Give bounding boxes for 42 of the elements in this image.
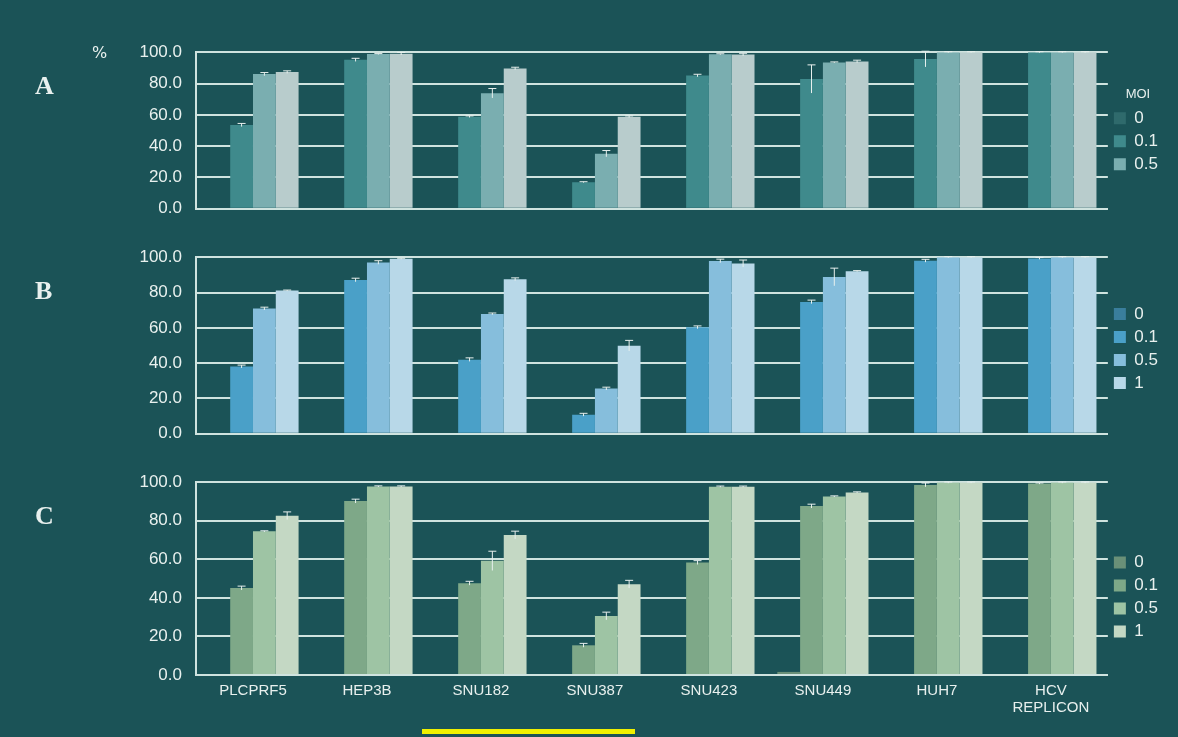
y-tick-label: 80.0 xyxy=(148,282,182,302)
x-tick-label: HEP3B xyxy=(342,681,392,699)
y-tick-label: 60.0 xyxy=(148,104,182,124)
y-tick-label: 40.0 xyxy=(148,352,182,372)
text: B xyxy=(35,275,53,305)
x-tick-label: SNU449 xyxy=(794,681,852,699)
y-tick-label: 100.0 xyxy=(139,41,182,61)
y-tick-label: 100.0 xyxy=(139,246,182,266)
y-tick-label: 100.0 xyxy=(139,471,182,491)
y-tick-label: 60.0 xyxy=(148,549,182,569)
legend-label: 0 xyxy=(1134,107,1144,127)
legend-label: 0.5 xyxy=(1134,153,1159,173)
y-tick-label: 0.0 xyxy=(158,664,182,684)
legend-label: 0.1 xyxy=(1134,575,1159,595)
y-tick-label: 60.0 xyxy=(148,317,182,337)
x-tick-label: SNU423 xyxy=(680,681,738,699)
y-tick-label: 80.0 xyxy=(148,73,182,93)
y-axis-title: % xyxy=(92,43,108,63)
x-tick-label: HUH7 xyxy=(916,681,958,699)
text: C xyxy=(35,500,54,530)
legend-label: 0.5 xyxy=(1134,349,1159,369)
x-tick-label: SNU182 xyxy=(452,681,510,699)
y-tick-label: 40.0 xyxy=(148,135,182,155)
legend-label: 0.1 xyxy=(1134,130,1159,150)
y-tick-label: 20.0 xyxy=(148,626,182,646)
y-tick-label: 0.0 xyxy=(158,198,182,218)
text: A xyxy=(35,70,54,100)
legend-label: 0.1 xyxy=(1134,326,1159,346)
legend-title: MOI xyxy=(1125,86,1151,102)
legend-label: 0 xyxy=(1134,552,1144,572)
y-tick-label: 40.0 xyxy=(148,587,182,607)
y-tick-label: 80.0 xyxy=(148,510,182,530)
x-tick-label: HCV REPLICON xyxy=(1012,681,1090,715)
legend-label: 0 xyxy=(1134,303,1144,323)
x-tick-label: PLCPRF5 xyxy=(219,681,287,699)
y-tick-label: 20.0 xyxy=(148,388,182,408)
legend-label: 1 xyxy=(1134,621,1144,641)
legend-label: 1 xyxy=(1134,372,1144,392)
x-tick-label: SNU387 xyxy=(566,681,624,699)
y-tick-label: 20.0 xyxy=(148,167,182,187)
legend-label: 0.5 xyxy=(1134,598,1159,618)
y-tick-label: 0.0 xyxy=(158,423,182,443)
